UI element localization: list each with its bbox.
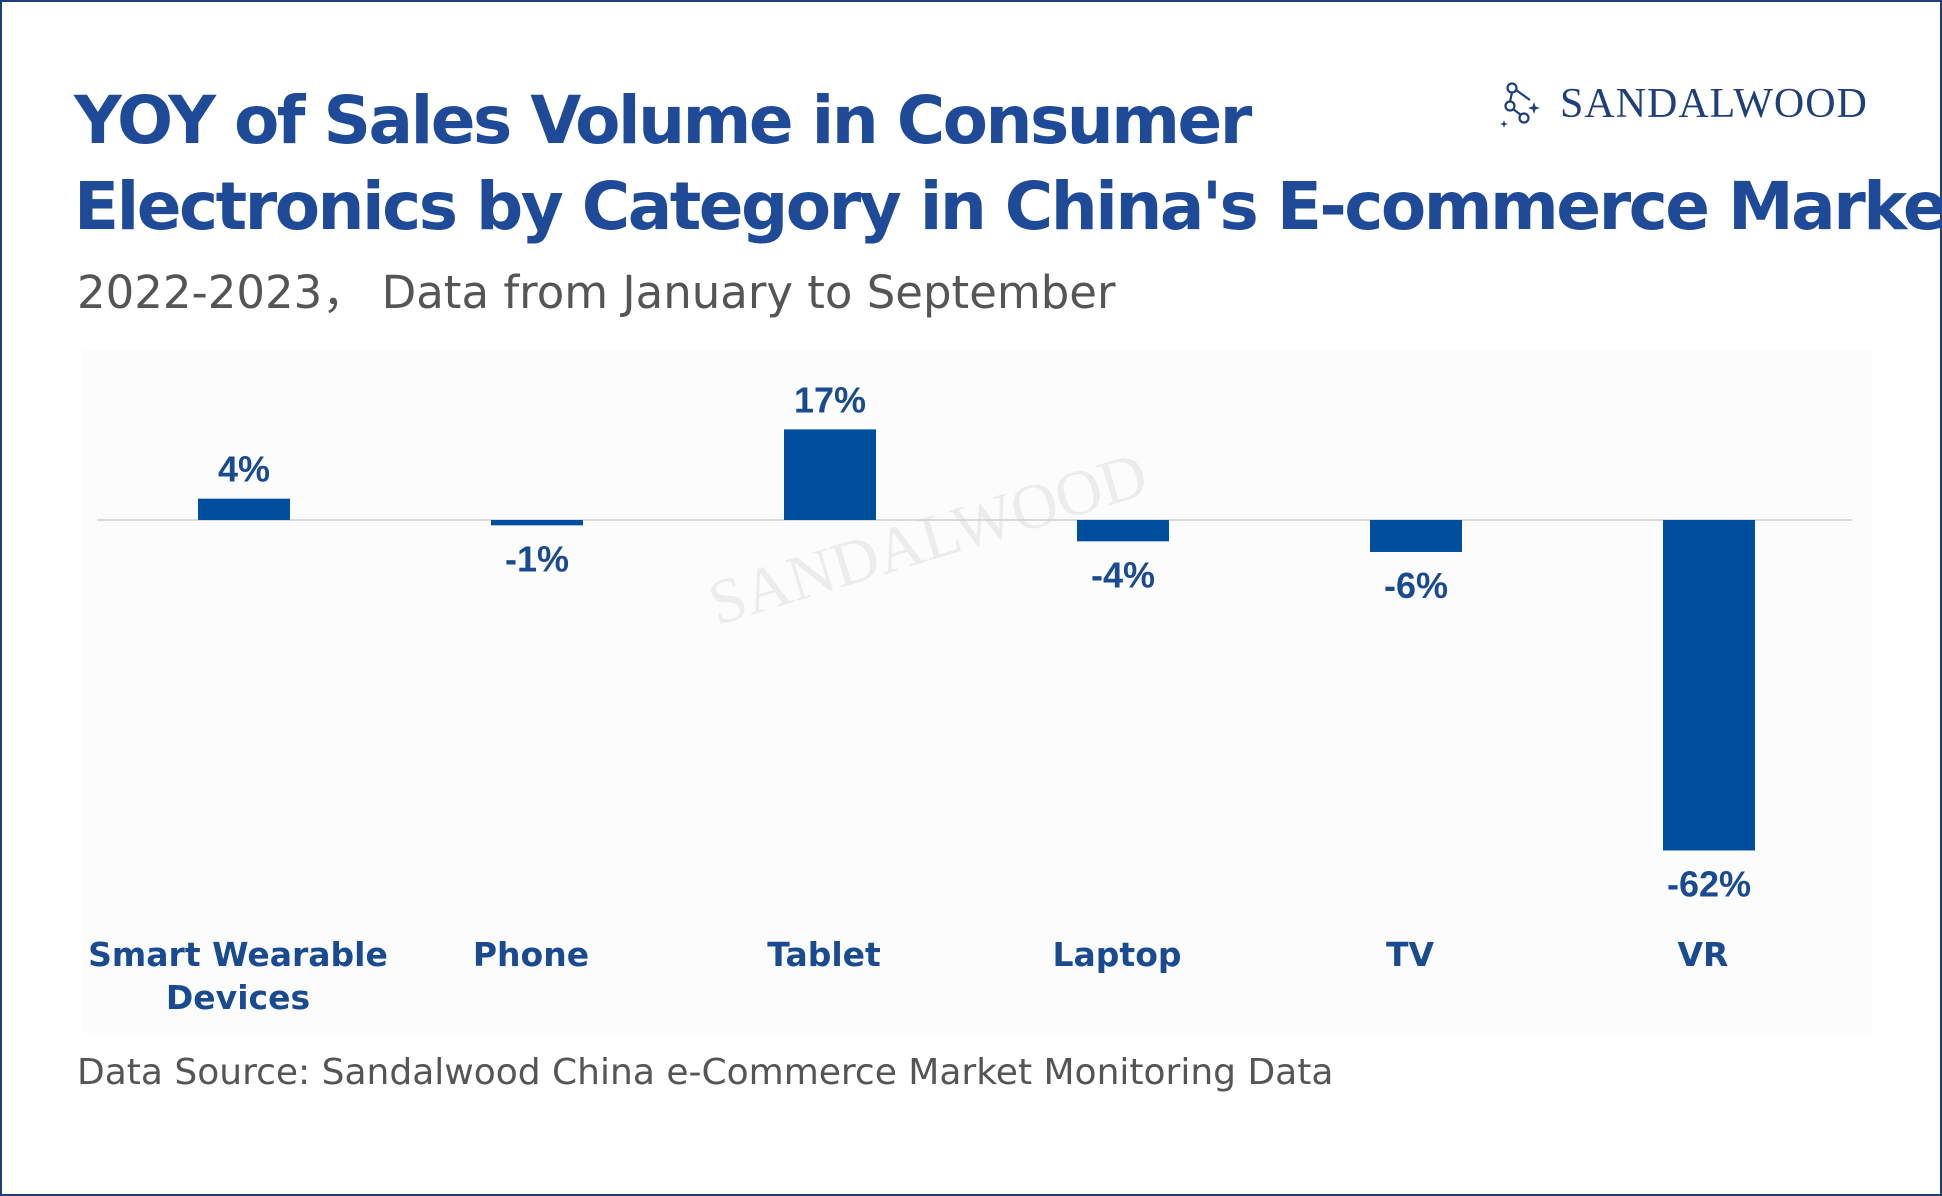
bar-5 xyxy=(1663,520,1755,851)
bar-3 xyxy=(1077,520,1169,542)
chart-title-line-1: YOY of Sales Volume in Consumer xyxy=(74,82,1252,159)
bar-0 xyxy=(198,498,290,520)
category-label-1-0: Phone xyxy=(473,935,589,974)
category-label-2-0: Tablet xyxy=(767,935,881,974)
data-label-1: -1% xyxy=(505,538,569,579)
category-label-3-0: Laptop xyxy=(1053,935,1182,974)
data-label-0: 4% xyxy=(218,449,270,490)
data-label-4: -6% xyxy=(1384,565,1448,606)
logo-wordmark: SANDALWOOD xyxy=(1560,81,1868,127)
category-label-0-1: Devices xyxy=(166,978,310,1017)
bar-4 xyxy=(1370,520,1462,552)
data-source-note: Data Source: Sandalwood China e-Commerce… xyxy=(77,1052,1334,1093)
bar-1 xyxy=(491,520,583,526)
chart-subtitle: 2022-2023， Data from January to Septembe… xyxy=(77,266,1116,319)
plot-area xyxy=(82,350,1872,1033)
data-label-2: 17% xyxy=(794,379,866,420)
category-label-0-0: Smart Wearable xyxy=(88,935,388,974)
category-label-5-0: VR xyxy=(1678,935,1729,974)
bar-2 xyxy=(784,429,876,520)
sandalwood-logo-icon xyxy=(1500,82,1540,128)
category-label-4-0: TV xyxy=(1386,935,1435,974)
data-label-3: -4% xyxy=(1091,554,1155,595)
chart-title-line-2: Electronics by Category in China's E-com… xyxy=(74,168,1942,245)
data-label-5: -62% xyxy=(1667,863,1751,904)
chart-title: YOY of Sales Volume in Consumer Electron… xyxy=(74,78,1942,250)
bar-chart: 4% Smart Wearable Devices -1% Phone 17% Tablet… xyxy=(88,379,1852,1017)
sandalwood-logo: SANDALWOOD xyxy=(1500,76,1874,132)
